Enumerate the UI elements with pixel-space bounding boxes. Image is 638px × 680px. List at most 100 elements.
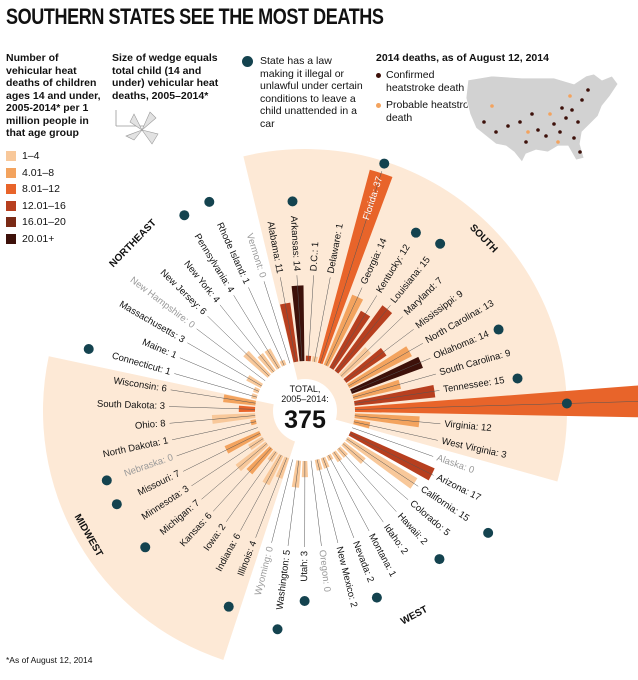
- spoke-line: [328, 454, 370, 532]
- bar-south-dakota: [238, 405, 256, 412]
- legend-bin-4: 16.01–20: [6, 214, 66, 231]
- bar-virginia: [354, 413, 420, 428]
- wedge-icon: [115, 110, 159, 145]
- label-ohio: Ohio: 8: [135, 418, 167, 432]
- legend-bin-2: 8.01–12: [6, 181, 66, 198]
- probable-dot-icon: [376, 103, 381, 108]
- law-dot-rhode-island: [204, 196, 215, 207]
- spoke-line: [322, 457, 355, 539]
- map-title: 2014 deaths, as of August 12, 2014: [376, 52, 549, 64]
- spoke-line: [183, 432, 261, 472]
- bar-washington: [291, 460, 302, 488]
- spoke-line: [169, 415, 256, 424]
- region-label-northeast: NORTHEAST: [107, 218, 158, 270]
- color-legend: 1–4 4.01–8 8.01–12 12.01–16 16.01–20 20.01+: [6, 148, 66, 247]
- legend-swatch: [6, 217, 16, 228]
- law-dot-washington: [272, 624, 283, 635]
- spoke-line: [350, 358, 431, 392]
- legend-swatch: [6, 167, 16, 178]
- law-dot-arkansas: [287, 196, 298, 207]
- spoke-line: [354, 390, 440, 404]
- law-dot-illinois: [223, 601, 234, 612]
- spoke-line: [191, 438, 264, 487]
- spoke-line: [271, 459, 293, 543]
- law-dot-nebraska: [101, 475, 112, 486]
- spoke-line: [187, 342, 262, 387]
- law-dot-texas: [561, 398, 572, 409]
- legend-bin-1: 4.01–8: [6, 165, 66, 182]
- wedge-size-note: Size of wedge equals total child (14 and…: [112, 52, 219, 102]
- law-dot-florida: [379, 158, 390, 169]
- legend-bin-5: 20.01+: [6, 231, 66, 248]
- bar-florida: [317, 169, 393, 365]
- bar-wisconsin: [223, 394, 257, 406]
- label-virginia: Virginia: 12: [444, 419, 492, 434]
- spoke-line: [219, 304, 274, 373]
- region-label-west: WEST: [399, 604, 430, 627]
- legend-swatch: [6, 184, 16, 195]
- confirmed-dot-icon: [376, 73, 381, 78]
- spoke-line: [342, 443, 409, 500]
- spoke-line: [207, 315, 270, 377]
- spoke-line: [354, 415, 441, 425]
- confirmed-legend: Confirmed heatstroke death: [376, 69, 486, 94]
- spoke-line: [333, 451, 384, 523]
- label-d-c-: D.C.: 1: [308, 241, 321, 271]
- bar-indiana: [262, 453, 284, 486]
- spoke-line: [325, 287, 363, 366]
- center-total: 375: [284, 406, 326, 434]
- bar-ohio: [211, 413, 256, 424]
- law-dot-louisiana: [435, 238, 446, 249]
- confirmed-label: Confirmed heatstroke death: [386, 69, 465, 94]
- us-map: [465, 73, 619, 163]
- bar-texas: [354, 385, 638, 418]
- spoke-line: [340, 316, 404, 377]
- spoke-line: [176, 427, 258, 457]
- legend-bin-label: 8.01–12: [22, 183, 60, 196]
- legend-bin-label: 4.01–8: [22, 166, 55, 179]
- spoke-line: [196, 328, 266, 381]
- spoke-line: [233, 295, 279, 369]
- center-disc: [273, 379, 337, 443]
- legend-bin-label: 20.01+: [22, 232, 55, 245]
- law-dot-nevada: [371, 592, 382, 603]
- spoke-line: [172, 421, 257, 441]
- spoke-line: [240, 454, 282, 531]
- law-dot-michigan: [140, 542, 151, 553]
- spoke-line: [336, 305, 391, 373]
- spoke-line: [353, 373, 436, 398]
- spoke-line: [349, 433, 434, 476]
- legend-swatch: [6, 151, 16, 162]
- spoke-line: [169, 406, 256, 410]
- law-dot-connecticut: [83, 343, 94, 354]
- spoke-line: [353, 421, 438, 441]
- label-washington: Washington: 5: [275, 549, 293, 610]
- legend-title: Number of vehicular heat deaths of child…: [6, 52, 101, 139]
- legend-bin-label: 16.01–20: [22, 216, 66, 229]
- spoke-line: [338, 447, 397, 512]
- spoke-line: [344, 329, 414, 382]
- label-south-dakota: South Dakota: 3: [97, 399, 165, 412]
- center-label-line2: 2005–2014:: [281, 394, 329, 404]
- spoke-line: [225, 451, 277, 522]
- legend-bin-label: 1–4: [22, 150, 40, 163]
- legend-bin-0: 1–4: [6, 148, 66, 165]
- bar-south-carolina: [352, 379, 402, 400]
- spoke-line: [346, 438, 419, 487]
- law-dot-missouri: [111, 499, 122, 510]
- spoke-line: [352, 427, 434, 457]
- spoke-line: [280, 277, 297, 362]
- spoke-line: [248, 287, 285, 366]
- spoke-line: [310, 460, 322, 547]
- law-dot-california: [483, 527, 494, 538]
- chart-title: SOUTHERN STATES SEE THE MOST DEATHS: [6, 4, 384, 29]
- bar-missouri: [224, 431, 262, 454]
- spoke-line: [255, 457, 288, 538]
- label-arkansas: Arkansas: 14: [288, 216, 302, 272]
- spoke-line: [348, 343, 424, 387]
- footnote: *As of August 12, 2014: [6, 655, 93, 665]
- spoke-line: [314, 277, 331, 362]
- spoke-line: [201, 443, 268, 500]
- law-dot-tennessee: [512, 373, 523, 384]
- label-utah: Utah: 3: [299, 551, 310, 582]
